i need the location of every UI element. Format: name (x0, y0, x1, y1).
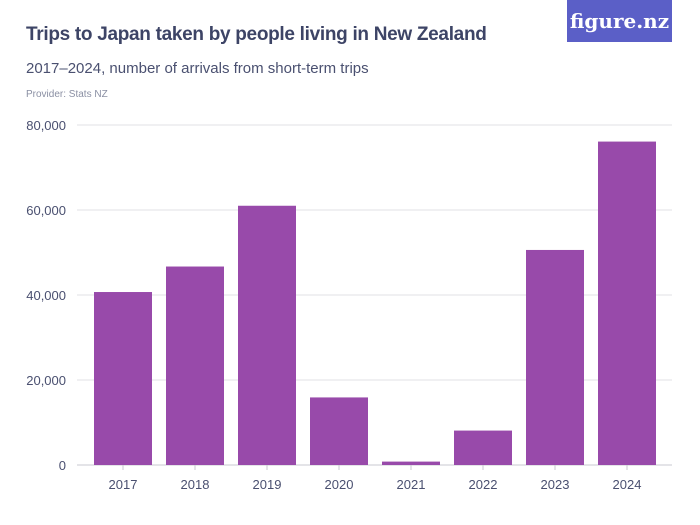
bar-2021 (382, 461, 440, 465)
y-tick-label: 40,000 (26, 288, 66, 303)
bar-2019 (238, 205, 296, 465)
x-tick-label: 2024 (613, 477, 642, 492)
x-tick-label: 2017 (109, 477, 138, 492)
bar-2022 (454, 430, 512, 465)
bar-2017 (94, 292, 152, 465)
y-tick-label: 20,000 (26, 373, 66, 388)
bar-2018 (166, 266, 224, 465)
x-tick-label: 2021 (397, 477, 426, 492)
y-tick-label: 60,000 (26, 203, 66, 218)
figure-nz-logo[interactable]: figure.nz (567, 0, 672, 42)
y-tick-label: 80,000 (26, 118, 66, 133)
x-tick-label: 2022 (469, 477, 498, 492)
bar-2024 (598, 141, 656, 465)
x-tick-label: 2019 (253, 477, 282, 492)
chart-title: Trips to Japan taken by people living in… (26, 24, 487, 45)
x-tick-label: 2020 (325, 477, 354, 492)
bar-2020 (310, 397, 368, 465)
x-tick-label: 2023 (541, 477, 570, 492)
chart-subtitle: 2017–2024, number of arrivals from short… (26, 60, 369, 77)
provider-note: Provider: Stats NZ (26, 89, 108, 100)
y-tick-label: 0 (59, 458, 66, 473)
x-tick-label: 2018 (181, 477, 210, 492)
bar-2023 (526, 249, 584, 465)
